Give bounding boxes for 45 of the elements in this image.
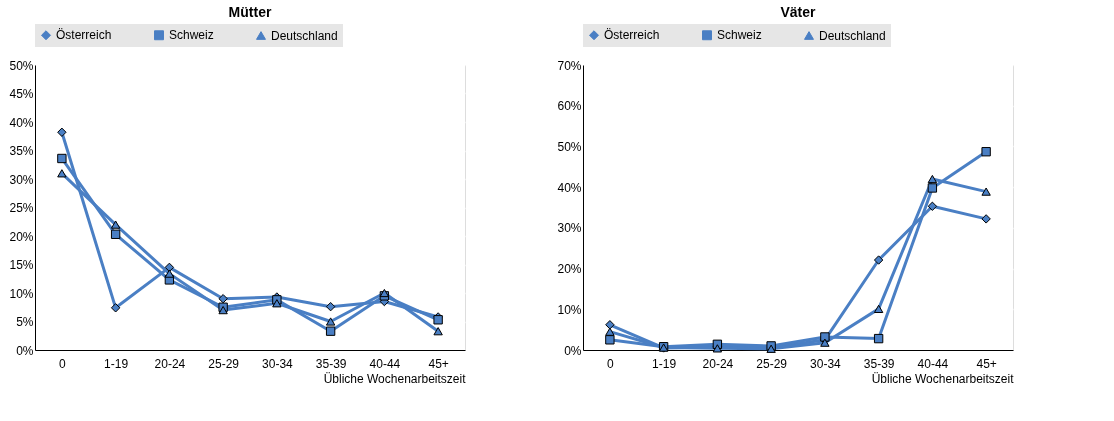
y-tick-label: 0% [564,343,582,358]
x-tick-label: 30-34 [262,356,294,371]
y-tick-label: 40% [557,180,582,195]
x-tick-label: 1-19 [652,356,677,371]
y-tick-label: 15% [9,258,34,272]
y-tick-label: 30% [9,172,34,187]
y-tick-label: 10% [9,286,34,301]
x-axis-title: Übliche Wochenarbeitszeit [871,371,1015,386]
y-tick-label: 0% [16,343,34,358]
chart-title: Väter [780,4,817,20]
x-tick-label: 45+ [976,356,997,371]
chart-title: Mütter [228,4,272,20]
legend-label: Österreich [604,28,660,43]
legend-label: Schweiz [169,28,214,43]
x-tick-label: 20-24 [702,356,734,371]
x-tick-label: 1-19 [104,356,129,371]
y-tick-label: 45% [9,87,34,101]
y-tick-label: 50% [557,139,582,154]
legend-label: Österreich [56,28,112,43]
legend-label: Deutschland [819,28,886,43]
legend-label: Schweiz [717,28,762,43]
y-tick-label: 10% [557,302,582,317]
x-tick-label: 40-44 [917,356,949,371]
y-tick-label: 35% [9,144,34,158]
y-tick-label: 20% [557,262,582,277]
x-tick-label: 45+ [428,356,449,371]
y-tick-label: 20% [9,229,34,244]
x-axis-title: Übliche Wochenarbeitszeit [323,371,467,386]
y-tick-label: 70% [557,58,582,73]
y-tick-label: 40% [9,115,34,130]
x-tick-label: 35-39 [863,356,895,371]
y-tick-label: 60% [557,99,582,114]
x-tick-label: 40-44 [369,356,401,371]
y-tick-label: 5% [16,315,34,329]
x-tick-label: 0 [59,356,67,371]
legend-label: Deutschland [271,28,338,43]
y-tick-label: 25% [9,201,34,215]
x-tick-label: 0 [607,356,615,371]
x-tick-label: 35-39 [315,356,347,371]
y-tick-label: 50% [9,58,34,73]
y-tick-label: 30% [557,221,582,236]
x-tick-label: 25-29 [756,356,788,371]
x-tick-label: 20-24 [154,356,186,371]
x-tick-label: 25-29 [208,356,240,371]
x-tick-label: 30-34 [810,356,842,371]
